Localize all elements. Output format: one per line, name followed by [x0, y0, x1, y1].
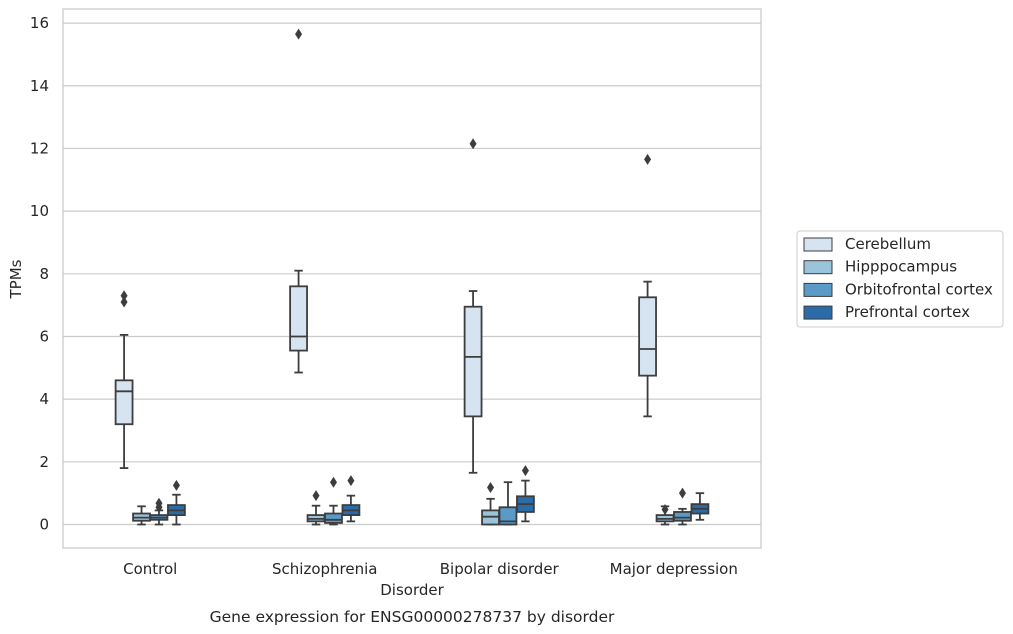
- outlier-point: [155, 497, 163, 509]
- outlier-point: [120, 290, 128, 302]
- series-1: [132, 482, 675, 526]
- box: [690, 492, 710, 521]
- box: [167, 479, 186, 526]
- box-body: [114, 379, 134, 426]
- y-axis-ticks: 0 2 4 6 8 10 12 14 16: [30, 14, 49, 533]
- legend-label: Hipppocampus: [845, 258, 957, 276]
- y-tick-label: 12: [30, 139, 49, 157]
- box: [673, 487, 692, 526]
- outlier-point: [644, 153, 652, 165]
- y-tick-label: 2: [39, 453, 49, 471]
- x-axis-ticks: Control Schizophrenia Bipolar disorder Majo…: [123, 560, 738, 578]
- x-tick-label: Bipolar disorder: [440, 560, 560, 578]
- legend-swatch: [803, 282, 833, 297]
- box: [114, 290, 134, 469]
- box-body: [638, 296, 657, 377]
- box-body: [498, 506, 518, 526]
- box: [655, 503, 675, 526]
- box-body: [324, 512, 343, 524]
- y-tick-label: 16: [30, 14, 49, 32]
- box-body: [289, 285, 308, 352]
- legend-label: Orbitofrontal cortex: [845, 280, 993, 298]
- outlier-point: [172, 479, 180, 491]
- outlier-point: [487, 482, 495, 494]
- x-tick-label: Major depression: [610, 560, 738, 578]
- box: [341, 475, 361, 523]
- outlier-point: [678, 487, 686, 499]
- legend-label: Cerebellum: [845, 235, 931, 253]
- series-3: [167, 465, 710, 526]
- x-tick-label: Schizophrenia: [272, 560, 377, 578]
- x-tick-label: Control: [123, 560, 177, 578]
- outlier-point: [347, 475, 355, 487]
- y-axis-label: TPMs: [7, 259, 25, 299]
- x-axis-label: Disorder: [380, 581, 444, 599]
- box: [463, 138, 483, 474]
- box: [149, 497, 169, 526]
- grid-lines: [63, 22, 761, 526]
- y-tick-label: 10: [30, 202, 49, 220]
- outlier-point: [295, 28, 303, 40]
- legend-swatch: [803, 260, 833, 275]
- y-tick-label: 14: [30, 77, 49, 95]
- outlier-point: [521, 465, 529, 477]
- series-0: [114, 28, 657, 474]
- box: [638, 153, 657, 418]
- box: [516, 465, 535, 523]
- box: [132, 505, 151, 526]
- box: [481, 482, 500, 526]
- box: [306, 490, 326, 526]
- box: [324, 476, 343, 526]
- box-body: [673, 511, 692, 522]
- legend-frame: [796, 230, 1004, 328]
- outlier-point: [469, 138, 477, 150]
- outlier-point: [120, 296, 128, 308]
- y-tick-label: 4: [39, 390, 49, 408]
- y-tick-label: 6: [39, 327, 49, 345]
- box: [498, 481, 518, 526]
- legend-swatch: [803, 305, 833, 320]
- y-tick-label: 0: [39, 515, 49, 533]
- box-series: [114, 28, 710, 526]
- outlier-point: [329, 476, 337, 488]
- outlier-point: [661, 503, 669, 515]
- series-2: [149, 476, 692, 526]
- legend: Cerebellum Hipppocampus Orbitofrontal cort…: [796, 230, 1004, 328]
- box-body: [463, 305, 483, 418]
- legend-swatch: [803, 237, 833, 252]
- outlier-point: [312, 490, 320, 502]
- chart-caption: Gene expression for ENSG00000278737 by d…: [210, 608, 615, 626]
- y-tick-label: 8: [39, 265, 49, 283]
- legend-label: Prefrontal cortex: [845, 303, 970, 321]
- plot-frame: [62, 8, 762, 549]
- box: [289, 28, 308, 374]
